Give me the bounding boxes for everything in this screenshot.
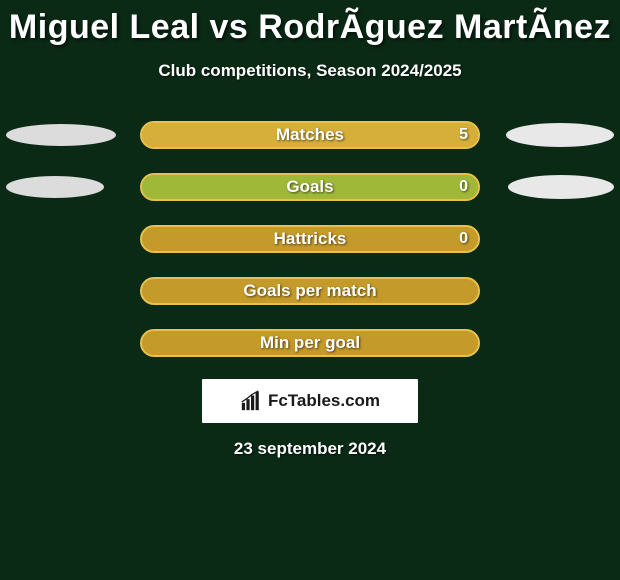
ellipse-icon — [506, 123, 614, 147]
stat-value-right: 0 — [459, 178, 468, 196]
subtitle: Club competitions, Season 2024/2025 — [0, 61, 620, 81]
brand-bars-icon — [240, 390, 262, 412]
date-stamp: 23 september 2024 — [0, 439, 620, 459]
stat-row: Matches5 — [0, 121, 620, 149]
stat-row: Min per goal — [0, 329, 620, 357]
ellipse-icon — [6, 124, 116, 146]
stat-row: Goals per match — [0, 277, 620, 305]
stat-label: Goals per match — [142, 281, 478, 301]
stat-bar: Goals per match — [140, 277, 480, 305]
stat-label: Goals — [142, 177, 478, 197]
stat-value-right: 0 — [459, 230, 468, 248]
stat-bar: Matches5 — [140, 121, 480, 149]
stat-rows: Matches5Goals0Hattricks0Goals per matchM… — [0, 121, 620, 357]
brand-badge: FcTables.com — [202, 379, 418, 423]
brand-text: FcTables.com — [268, 391, 380, 411]
comparison-card: Miguel Leal vs RodrÃ­guez MartÃ­nez Club… — [0, 0, 620, 580]
ellipse-icon — [508, 175, 614, 199]
stat-label: Hattricks — [142, 229, 478, 249]
stat-bar: Goals0 — [140, 173, 480, 201]
stat-label: Matches — [142, 125, 478, 145]
ellipse-icon — [6, 176, 104, 198]
stat-row: Hattricks0 — [0, 225, 620, 253]
stat-label: Min per goal — [142, 333, 478, 353]
stat-value-right: 5 — [459, 126, 468, 144]
stat-bar: Hattricks0 — [140, 225, 480, 253]
stat-bar: Min per goal — [140, 329, 480, 357]
page-title: Miguel Leal vs RodrÃ­guez MartÃ­nez — [0, 0, 620, 47]
stat-row: Goals0 — [0, 173, 620, 201]
